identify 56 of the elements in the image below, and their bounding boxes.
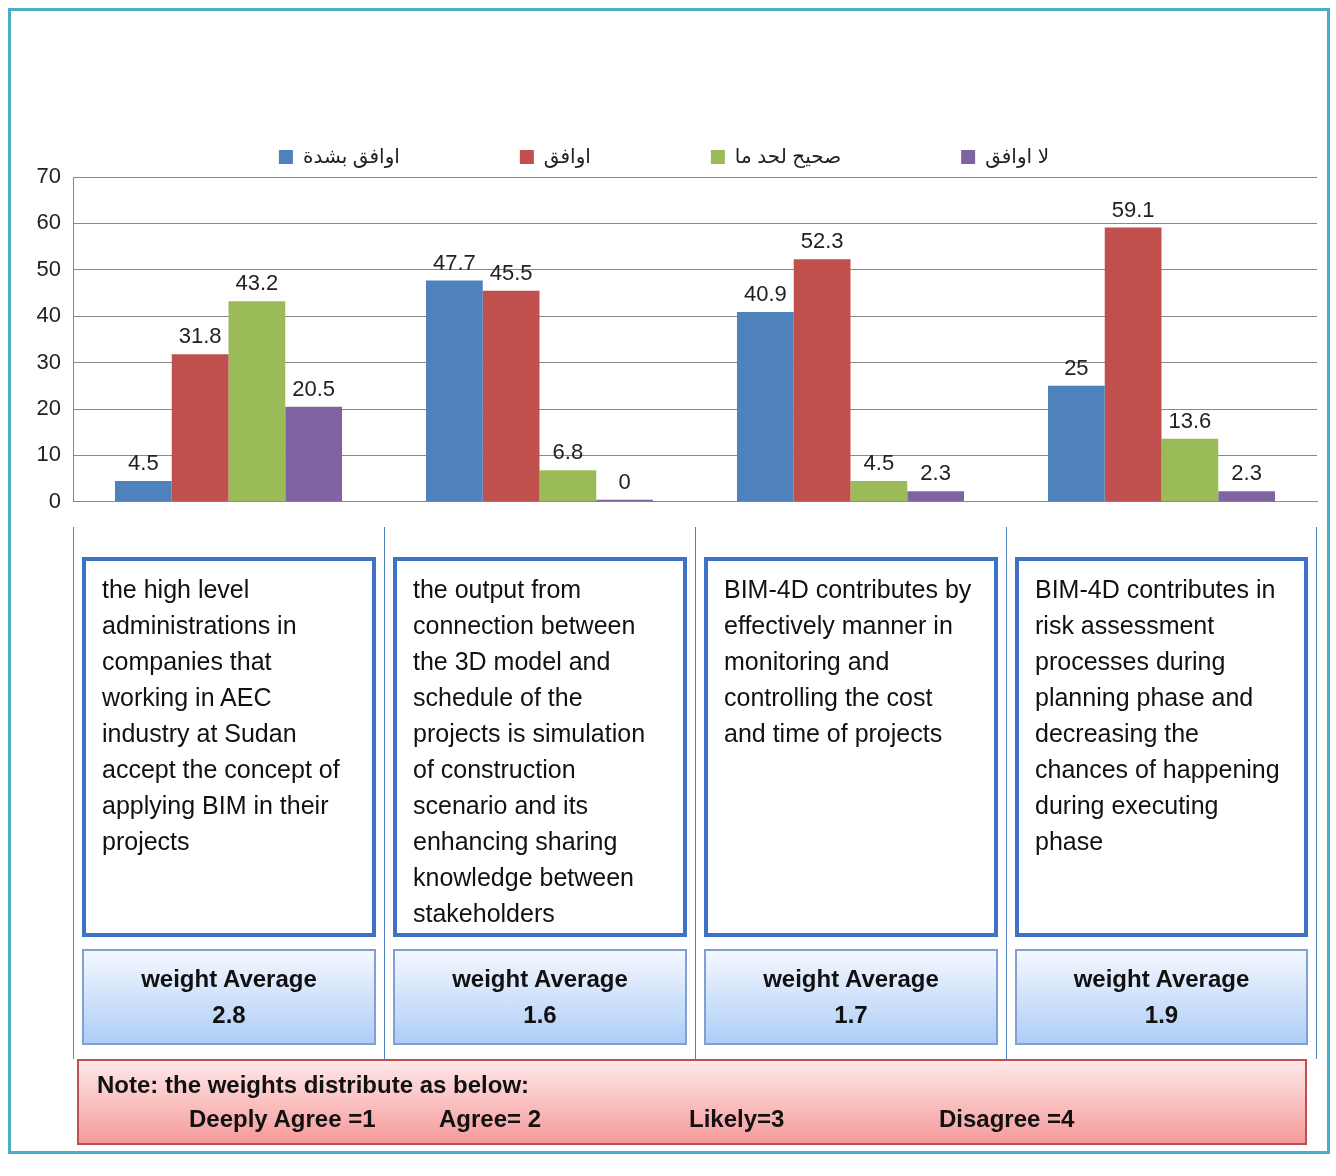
bar [736, 312, 794, 502]
legend-label: اوافق بشدة [302, 144, 400, 168]
data-label: 13.6 [1168, 407, 1212, 433]
legend-label: اوافق [543, 144, 591, 168]
y-tick-label: 70 [36, 163, 61, 189]
bar [793, 259, 851, 502]
bar [285, 406, 343, 502]
bar [1218, 491, 1276, 502]
legend-label: صحيح لحد ما [734, 144, 842, 168]
bar [850, 480, 908, 502]
data-label: 2.3 [920, 460, 951, 486]
x-tick-label: the high level administrations in companies that working in AEC industry at Sudan accept the concept of applying BIM in their projects [82, 557, 376, 937]
bar [1161, 438, 1219, 502]
data-label: 47.7 [432, 249, 476, 275]
data-label: 20.5 [292, 375, 336, 401]
data-label: 52.3 [800, 228, 844, 254]
text: Deeply Agree =1 [189, 1105, 377, 1133]
data-label: 6.8 [552, 439, 584, 465]
bar [539, 470, 597, 502]
text: weight Average 1.7 [704, 949, 998, 1045]
data-label: 40.9 [743, 281, 787, 307]
text: weight Average 1.6 [393, 949, 687, 1045]
bar [228, 301, 286, 502]
y-tick-label: 50 [36, 255, 61, 281]
y-tick-label: 20 [36, 395, 61, 421]
bar [1104, 227, 1162, 502]
data-label: 31.8 [178, 323, 222, 349]
data-label: 4.5 [863, 449, 895, 475]
bar [907, 491, 965, 502]
bar [171, 354, 229, 502]
text: Agree= 2 [439, 1105, 543, 1133]
text: Likely=3 [689, 1105, 786, 1133]
y-tick-label: 10 [36, 441, 61, 467]
data-label: 59.1 [1111, 196, 1155, 222]
category-label: the output from connection between the 3D model and schedule of the projects is simulation of construction scenario and its enhancing sharing knowledge between stakeholders [413, 575, 646, 927]
y-tick-label: 0 [48, 487, 61, 513]
bar [482, 290, 540, 502]
bar [425, 280, 483, 502]
data-label: 43.2 [235, 270, 279, 296]
bar [1047, 385, 1105, 502]
x-tick-label: BIM-4D contributes by effectively manner in monitoring and controlling the cost and time of projects [704, 557, 998, 937]
text: weight Average 2.8 [82, 949, 376, 1045]
data-label: 25 [1064, 354, 1089, 380]
x-tick-label: BIM-4D contributes in risk assessment processes during planning phase and decreasing the chances of happening during executing phase [1015, 557, 1308, 937]
bar [114, 480, 172, 502]
data-label: 4.5 [128, 449, 159, 475]
data-label: 45.5 [489, 259, 533, 285]
y-tick-label: 40 [36, 302, 61, 328]
data-label: 2.3 [1231, 460, 1262, 486]
text: weight Average 1.9 [1015, 949, 1308, 1045]
y-tick-label: 60 [36, 209, 61, 235]
text: Disagree =4 [939, 1105, 1075, 1133]
data-label: 0 [618, 468, 631, 494]
legend-label: لا اوافق [985, 144, 1050, 168]
y-tick-label: 30 [36, 348, 61, 374]
text: Note: the weights distribute as below: [97, 1071, 531, 1099]
